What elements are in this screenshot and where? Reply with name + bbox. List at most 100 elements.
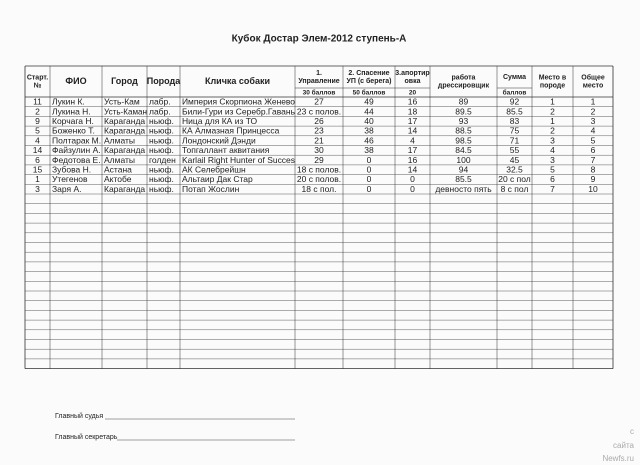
table-cell: 4: [591, 126, 596, 136]
column-header: место: [583, 82, 603, 89]
table-cell: 6: [550, 174, 555, 184]
table-cell: Алматы: [104, 135, 135, 145]
secretary-label: Главный секретарь: [55, 433, 118, 441]
table-cell: Полтарак М.: [52, 135, 101, 145]
table-cell: 20 с полов.: [297, 174, 341, 184]
column-header: Общее: [581, 73, 605, 81]
column-header: Управление: [298, 78, 339, 85]
table-cell: Лондонский Дэнди: [182, 135, 256, 145]
table-cell: 2: [35, 106, 40, 116]
table-cell: 11: [33, 97, 42, 107]
table-cell: 4: [35, 135, 40, 145]
column-header: Место в: [539, 74, 567, 81]
table-cell: ньюф.: [149, 126, 174, 136]
column-header: породе: [540, 82, 565, 89]
title: Кубок Достар Элем-2012 ступень-А: [232, 33, 407, 45]
table-cell: 9: [35, 116, 40, 126]
table-cell: лабр.: [149, 106, 171, 116]
table-cell: 29: [314, 155, 324, 165]
column-header: Кличка собаки: [205, 76, 270, 86]
column-header: Старт.: [27, 74, 48, 81]
table-cell: 0: [410, 184, 415, 194]
table-cell: 14: [33, 145, 43, 155]
table-cell: 92: [510, 97, 520, 107]
watermark: сайта: [613, 441, 634, 450]
table-cell: 21: [314, 135, 324, 145]
table-cell: 27: [314, 97, 324, 107]
table-cell: 0: [367, 174, 372, 184]
judge-label: Главный судья: [55, 412, 103, 420]
table-cell: 1: [591, 97, 596, 107]
table-cell: 2: [591, 106, 596, 116]
table-cell: Файзулин А.: [52, 145, 101, 155]
table-cell: 44: [364, 106, 374, 116]
column-subheader: баллов: [503, 89, 527, 97]
table-cell: Утегенов: [52, 174, 88, 184]
table-cell: 46: [364, 135, 374, 145]
table-cell: 4: [550, 145, 555, 155]
table-cell: Астана: [104, 165, 132, 175]
table-cell: АК Селебрейшн: [182, 165, 246, 175]
table-cell: 45: [510, 155, 520, 165]
table-cell: 26: [314, 116, 324, 126]
table-cell: 16: [408, 97, 418, 107]
table-cell: Караганда: [104, 126, 145, 136]
table-cell: 93: [459, 116, 469, 126]
table-cell: 0: [367, 165, 372, 175]
table-cell: Караганда: [104, 116, 145, 126]
table-cell: 75: [510, 126, 520, 136]
column-header: овка: [405, 78, 421, 85]
column-header: Сумма: [503, 74, 526, 81]
table-cell: 6: [591, 145, 596, 155]
table-cell: 7: [550, 184, 555, 194]
watermark: Newfs.ru: [602, 454, 634, 463]
table-cell: ньюф.: [149, 116, 174, 126]
table-cell: 3: [550, 135, 555, 145]
table-cell: ньюф.: [149, 165, 174, 175]
table-cell: Ница для КА из ТО: [182, 116, 258, 126]
column-header: Город: [111, 76, 138, 86]
table-cell: 23 с полов.: [297, 106, 341, 116]
column-header: Порода: [147, 76, 182, 86]
table-cell: 5: [591, 135, 596, 145]
watermark: с: [630, 427, 634, 436]
column-header: работа: [452, 73, 476, 81]
table-cell: Топгаллант аквитания: [182, 145, 270, 155]
table-cell: 20 с пол: [498, 174, 531, 184]
column-header: ФИО: [65, 76, 86, 86]
table-cell: 89.5: [455, 106, 472, 116]
table-cell: Заря А.: [52, 184, 82, 194]
column-header: 1.: [316, 70, 322, 77]
table-cell: 38: [364, 145, 374, 155]
table-cell: 83: [510, 116, 520, 126]
column-header: дрессировщик: [438, 82, 490, 89]
table-cell: 18: [408, 106, 418, 116]
table-cell: Усть-Каман: [104, 106, 147, 116]
table-cell: 85.5: [506, 106, 523, 116]
table-cell: 16: [408, 155, 418, 165]
column-subheader: 20: [409, 90, 417, 97]
table-cell: голден: [149, 155, 176, 165]
table-cell: 18 с пол.: [302, 184, 337, 194]
table-cell: лабр.: [149, 97, 171, 107]
table-cell: 3: [35, 184, 40, 194]
column-header: №: [34, 81, 42, 89]
table-cell: 0: [367, 155, 372, 165]
table-cell: 17: [408, 116, 418, 126]
table-cell: 10: [588, 184, 598, 194]
table-cell: 9: [591, 174, 596, 184]
table-cell: 14: [408, 126, 418, 136]
table-cell: 49: [364, 97, 374, 107]
table-cell: 38: [364, 126, 374, 136]
table-cell: 18 с полов.: [297, 165, 341, 175]
table-cell: Боженко Т.: [52, 126, 95, 136]
table-cell: Федотова Е.: [52, 155, 101, 165]
table-cell: 88.5: [455, 126, 472, 136]
column-subheader: 50 баллов: [353, 89, 386, 97]
table-cell: 32.5: [506, 165, 523, 175]
table-cell: Били-Гури из Серебр.Гавань: [182, 106, 296, 116]
table-cell: 7: [591, 155, 596, 165]
table-cell: Караганда: [104, 145, 145, 155]
